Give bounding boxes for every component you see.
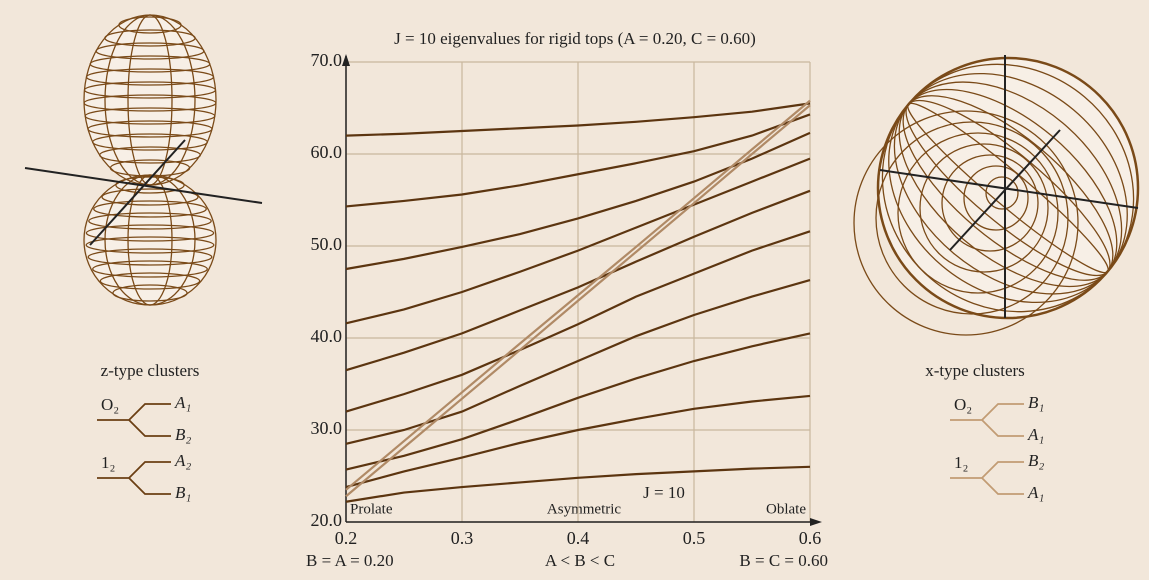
x-tick-label: 0.4	[567, 528, 590, 548]
prolate-figure	[83, 14, 217, 306]
curve	[345, 157, 811, 325]
cluster-branch	[950, 461, 1024, 495]
cluster-branch-label: B₂	[175, 425, 191, 444]
axis	[89, 139, 186, 246]
latitude	[85, 236, 215, 254]
annotation: Asymmetric	[547, 501, 621, 517]
cluster-branch	[950, 403, 1024, 437]
panel-caption: z-type clusters	[101, 361, 200, 380]
ring	[853, 110, 1079, 336]
x-tick-label: 0.3	[451, 528, 474, 548]
cluster-root: 1₂	[101, 453, 115, 472]
y-tick-label: 60.0	[311, 142, 343, 162]
ring	[875, 121, 1069, 315]
curve	[345, 189, 811, 372]
curve	[345, 394, 811, 489]
ring	[897, 132, 1059, 294]
y-axis-arrow	[342, 54, 350, 66]
ring	[963, 165, 1029, 231]
curve	[345, 104, 811, 498]
cluster-branch-label: B₁	[1028, 393, 1044, 412]
cluster-branch-label: B₁	[175, 483, 191, 502]
axis	[879, 169, 1139, 209]
longitude	[127, 14, 173, 186]
cluster-branch-label: A₁	[1027, 425, 1044, 444]
chart-title: J = 10 eigenvalues for rigid tops (A = 0…	[394, 29, 756, 48]
y-tick-label: 40.0	[311, 326, 343, 346]
curve	[345, 99, 811, 491]
y-tick-label: 20.0	[311, 510, 343, 530]
ring	[919, 143, 1049, 273]
latitude	[92, 260, 208, 278]
x-tick-label: 0.2	[335, 528, 358, 548]
cluster-root: O₂	[954, 395, 972, 414]
cluster-branch-label: A₁	[174, 393, 191, 412]
lobe	[86, 175, 214, 305]
cluster-root: 1₂	[954, 453, 968, 472]
ring	[985, 176, 1019, 210]
longitude	[127, 174, 173, 306]
cluster-branch-label: A₁	[1027, 483, 1044, 502]
annotation: J = 10	[643, 483, 685, 502]
x-label: A < B < C	[545, 551, 615, 570]
curve	[345, 465, 811, 503]
x-label: B = A = 0.20	[306, 551, 394, 570]
cluster-branch-label: A₂	[174, 451, 191, 470]
curve	[345, 230, 811, 413]
latitude	[112, 284, 188, 302]
cluster-branch-label: B₂	[1028, 451, 1044, 470]
latitude	[99, 272, 201, 290]
curve	[345, 113, 811, 208]
curve	[345, 102, 811, 137]
latitude	[85, 224, 215, 242]
ring	[941, 154, 1039, 252]
cluster-branch	[97, 403, 171, 437]
oblate-figure	[853, 56, 1140, 336]
latitude	[101, 188, 199, 206]
y-tick-label: 70.0	[311, 50, 343, 70]
cluster-root: O₂	[101, 395, 119, 414]
annotation: Oblate	[766, 501, 806, 517]
x-tick-label: 0.5	[683, 528, 706, 548]
panel-caption: x-type clusters	[925, 361, 1025, 380]
annotation: Prolate	[350, 501, 393, 517]
y-tick-label: 30.0	[311, 418, 343, 438]
latitude	[93, 200, 207, 218]
latitude	[115, 176, 185, 194]
axis	[949, 129, 1061, 251]
x-tick-label: 0.6	[799, 528, 822, 548]
x-label: B = C = 0.60	[739, 551, 828, 570]
ring	[881, 63, 1135, 313]
cluster-branch	[97, 461, 171, 495]
curve	[345, 332, 811, 471]
latitude	[87, 248, 213, 266]
latitude	[88, 212, 212, 230]
y-tick-label: 50.0	[311, 234, 343, 254]
x-axis-arrow	[810, 518, 822, 526]
